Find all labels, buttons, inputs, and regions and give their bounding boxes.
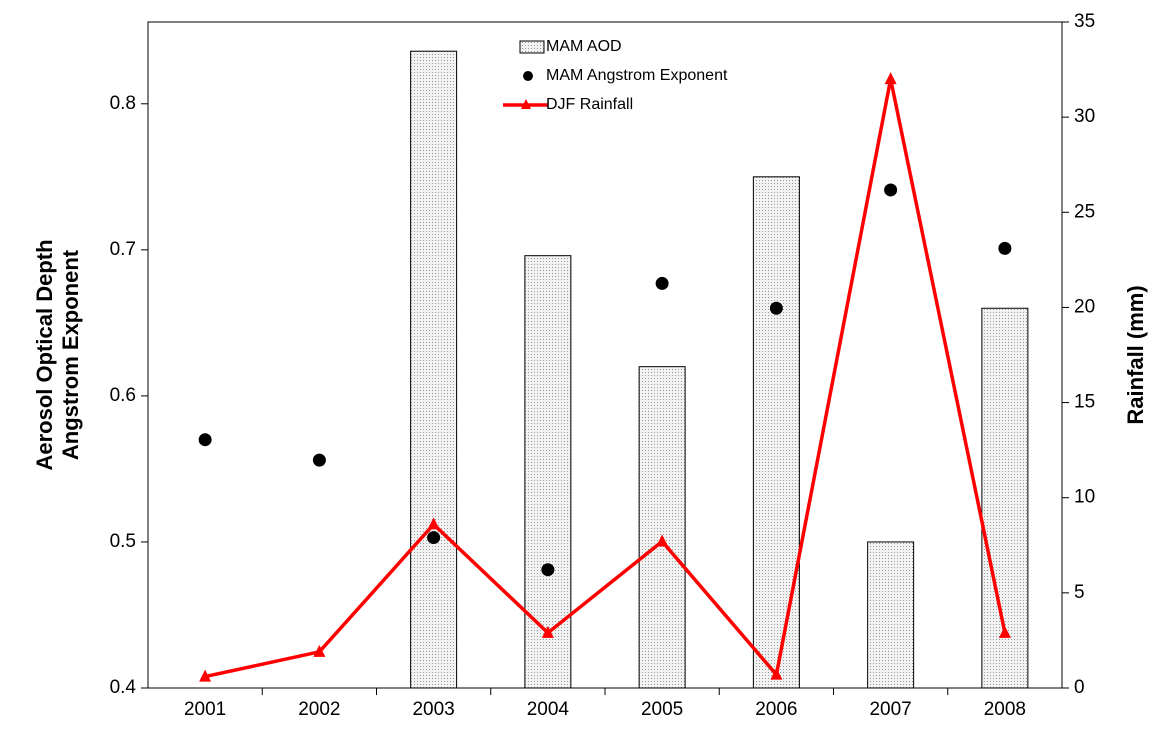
marker [427,517,440,530]
legend-label: DJF Rainfall [546,96,633,113]
y-tick-label: 0.8 [110,93,136,114]
legend-label: MAM Angstrom Exponent [546,67,728,84]
x-tick-label: 2003 [412,699,454,720]
x-tick-label: 2002 [298,699,340,720]
bar [638,366,686,689]
y2-tick-label: 35 [1074,11,1095,32]
legend-swatch [519,40,545,54]
y-axis-label: Aerosol Optical DepthAngstrom Exponent [32,239,83,470]
y-tick-label: 0.7 [110,239,136,260]
dot [655,276,669,290]
bar [410,50,458,689]
marker [656,534,669,547]
bar [867,541,915,689]
dot [769,301,783,315]
bar [524,255,572,689]
x-tick-label: 2006 [755,699,797,720]
dot [884,183,898,197]
y2-tick-label: 20 [1074,296,1095,317]
y2-tick-label: 30 [1074,106,1095,127]
y-axis-label-line: Angstrom Exponent [58,249,83,460]
marker [884,72,897,85]
dot [541,563,555,577]
dot [198,433,212,447]
bar [752,176,800,689]
dot [998,241,1012,255]
y2-tick-label: 15 [1074,392,1095,413]
y2-axis-label: Rainfall (mm) [1123,285,1148,424]
marker [313,644,326,657]
x-tick-label: 2004 [527,699,570,720]
marker [998,625,1011,638]
y-axis-label-line: Aerosol Optical Depth [32,239,57,470]
plot-frame [147,21,1063,689]
y2-tick-label: 10 [1074,487,1095,508]
marker [199,669,212,682]
x-tick-label: 2005 [641,699,683,720]
x-tick-label: 2001 [184,699,226,720]
marker [770,667,783,680]
dot [312,453,326,467]
y2-tick-label: 0 [1074,677,1085,698]
y-tick-label: 0.6 [110,385,136,406]
y-tick-label: 0.5 [110,531,136,552]
legend-swatch [521,99,531,109]
x-tick-label: 2007 [869,699,911,720]
y-tick-label: 0.4 [110,677,137,698]
line [204,78,1007,679]
x-tick-label: 2008 [984,699,1026,720]
y2-tick-label: 5 [1074,582,1085,603]
y2-tick-label: 25 [1074,201,1095,222]
legend-label: MAM AOD [546,38,622,55]
legend-swatch [523,71,533,81]
dot [427,531,441,545]
marker [541,625,554,638]
